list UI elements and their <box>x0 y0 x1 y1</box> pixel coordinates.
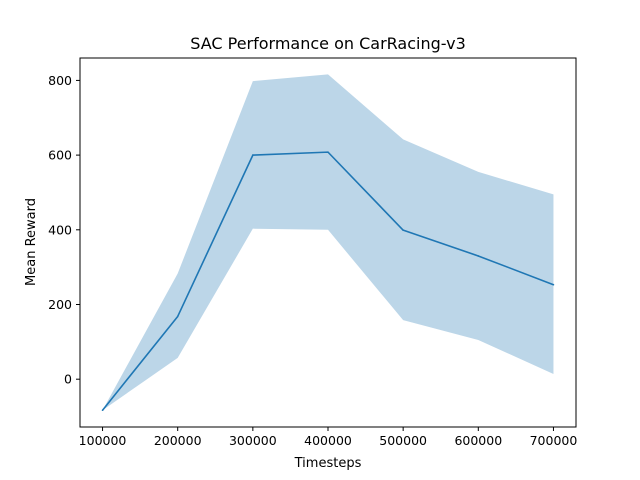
series-0-point-5 <box>477 255 480 257</box>
y-tick-label-2: 400 <box>48 222 72 237</box>
series-0-band <box>102 74 554 411</box>
series-0-point-2 <box>252 154 254 156</box>
series-0-point-6 <box>552 283 555 286</box>
series-0-point-3 <box>327 151 329 153</box>
x-tick-label-6: 700000 <box>530 433 578 448</box>
x-axis: 100000 200000 300000 400000 500000 600000 7000… <box>79 427 578 448</box>
chart-title: SAC Performance on CarRacing-v3 <box>190 34 466 53</box>
x-tick-label-4: 500000 <box>379 433 427 448</box>
series-0-point-1 <box>176 315 179 318</box>
y-tick-label-0: 0 <box>64 372 72 387</box>
y-tick-label-1: 200 <box>48 297 72 312</box>
y-axis: 0 200 400 600 800 <box>48 73 80 387</box>
y-tick-label-4: 800 <box>48 73 72 88</box>
x-tick-label-2: 300000 <box>229 433 277 448</box>
x-tick-label-5: 600000 <box>454 433 502 448</box>
y-axis-label: Mean Reward <box>24 198 39 286</box>
x-axis-label: Timesteps <box>294 456 362 471</box>
series-0-point-4 <box>402 229 404 231</box>
x-tick-label-0: 100000 <box>79 433 127 448</box>
y-tick-label-3: 600 <box>48 148 72 163</box>
series-0-point-0 <box>101 409 104 411</box>
x-tick-label-1: 200000 <box>154 433 202 448</box>
plot-area <box>101 74 555 411</box>
x-tick-label-3: 400000 <box>304 433 352 448</box>
